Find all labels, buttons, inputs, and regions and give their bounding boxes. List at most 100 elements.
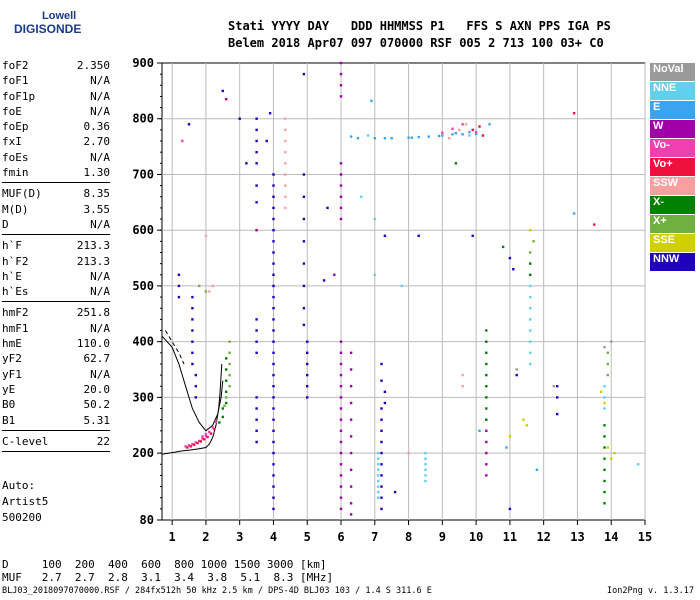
- data-point-nnw: [380, 418, 383, 421]
- data-point-w: [339, 217, 343, 221]
- param-name: B0: [2, 398, 16, 412]
- y-tick-label: 800: [132, 112, 154, 126]
- data-point-nnw: [194, 396, 197, 399]
- data-point-nnw: [302, 173, 306, 176]
- data-point-nnw: [306, 340, 309, 343]
- data-point-nnw: [272, 385, 275, 388]
- parameter-list: foF2 2.350 foF1 N/A foF1p N/A foE N/A foEp 0.36 fx…: [2, 58, 110, 455]
- data-point-nnw: [272, 229, 275, 232]
- data-point-w: [349, 513, 353, 516]
- data-point-ssw: [284, 173, 287, 176]
- data-point-e: [383, 137, 387, 140]
- data-point-e: [451, 133, 454, 136]
- data-point-nnw: [272, 262, 275, 265]
- param-name: foEs: [2, 150, 29, 164]
- data-point-nnw: [512, 268, 515, 271]
- param-name: h`F: [2, 239, 22, 253]
- data-point-noval: [515, 368, 518, 371]
- param-name: foF1: [2, 74, 29, 88]
- data-point-vo: [478, 125, 481, 128]
- data-point-noval: [603, 346, 606, 349]
- data-point-nnw: [471, 234, 474, 237]
- data-point-nnw: [221, 89, 224, 93]
- data-point-nnw: [380, 496, 383, 499]
- data-point-w: [339, 385, 343, 388]
- data-point-e: [505, 446, 508, 449]
- data-point-e: [356, 137, 360, 140]
- data-point-e: [535, 468, 539, 471]
- data-point-vo: [206, 435, 209, 439]
- param-row: M(D) 3.55: [2, 202, 110, 217]
- x-tick-label: 8: [405, 530, 412, 544]
- data-point-vo: [199, 440, 202, 443]
- curve-extrapolation: [164, 330, 185, 365]
- auto-label: Auto:: [2, 479, 36, 492]
- data-point-nne: [366, 134, 370, 137]
- data-point-w: [339, 162, 343, 165]
- data-point-noval: [610, 340, 613, 343]
- data-point-x: [485, 329, 488, 332]
- param-name: h`Es: [2, 285, 29, 299]
- data-point-w: [339, 418, 343, 421]
- param-value: 110.0: [76, 337, 110, 351]
- data-point-nnw: [272, 440, 275, 444]
- data-point-vo: [208, 430, 211, 434]
- y-tick-label: 900: [132, 56, 154, 70]
- data-point-w: [349, 502, 353, 505]
- x-tick-label: 2: [202, 530, 209, 544]
- data-point-ssw: [284, 184, 287, 187]
- data-point-nnw: [245, 162, 248, 165]
- param-row: C-level 22: [2, 434, 110, 449]
- data-point-nnw: [177, 284, 181, 288]
- data-point-nne: [529, 307, 532, 310]
- data-point-x: [228, 340, 231, 343]
- data-point-nnw: [383, 390, 387, 393]
- data-point-nne: [373, 217, 376, 221]
- y-tick-label: 500: [132, 279, 154, 293]
- data-point-nnw: [272, 362, 275, 366]
- data-point-nnw: [238, 117, 241, 120]
- data-point-nnw: [255, 407, 258, 410]
- data-point-nnw: [194, 385, 197, 388]
- data-point-nnw: [191, 295, 194, 299]
- param-name: hmE: [2, 337, 22, 351]
- data-point-sse: [599, 390, 603, 393]
- data-point-vo: [184, 445, 187, 448]
- data-point-nne: [529, 318, 532, 321]
- data-point-nnw: [191, 362, 194, 366]
- param-value: 0.36: [83, 120, 111, 134]
- param-value: 1.30: [83, 166, 111, 180]
- data-point-nnw: [194, 373, 197, 377]
- data-point-vo: [213, 428, 216, 431]
- data-point-x: [501, 245, 505, 249]
- data-point-nnw: [272, 295, 275, 299]
- data-point-w: [485, 429, 488, 432]
- data-point-nnw: [255, 396, 258, 399]
- data-point-nne: [529, 340, 532, 343]
- param-row: hmF1 N/A: [2, 321, 110, 336]
- param-row: B0 50.2: [2, 397, 110, 412]
- data-point-sse: [613, 451, 616, 455]
- legend-item-x: X+: [650, 215, 695, 233]
- data-point-nnw: [272, 318, 275, 321]
- param-separator: [2, 234, 110, 236]
- data-point-ssw: [284, 139, 287, 143]
- data-point-w: [349, 435, 353, 438]
- data-point-ssw: [284, 195, 287, 198]
- data-point-nne: [468, 134, 471, 137]
- param-value: 213.3: [76, 254, 110, 268]
- data-point-w: [485, 440, 488, 444]
- data-point-nnw: [383, 234, 387, 237]
- data-point-e: [478, 429, 481, 432]
- data-point-nne: [424, 457, 427, 460]
- x-tick-label: 13: [570, 530, 584, 544]
- data-point-w: [339, 95, 343, 98]
- data-point-w: [349, 468, 353, 471]
- data-point-nne: [377, 485, 380, 488]
- data-point-sse: [606, 446, 609, 449]
- data-point-w: [339, 429, 343, 432]
- param-row: fmin 1.30: [2, 165, 110, 180]
- data-point-nnw: [255, 318, 258, 321]
- param-name: yE: [2, 382, 16, 396]
- data-point-x: [454, 162, 458, 165]
